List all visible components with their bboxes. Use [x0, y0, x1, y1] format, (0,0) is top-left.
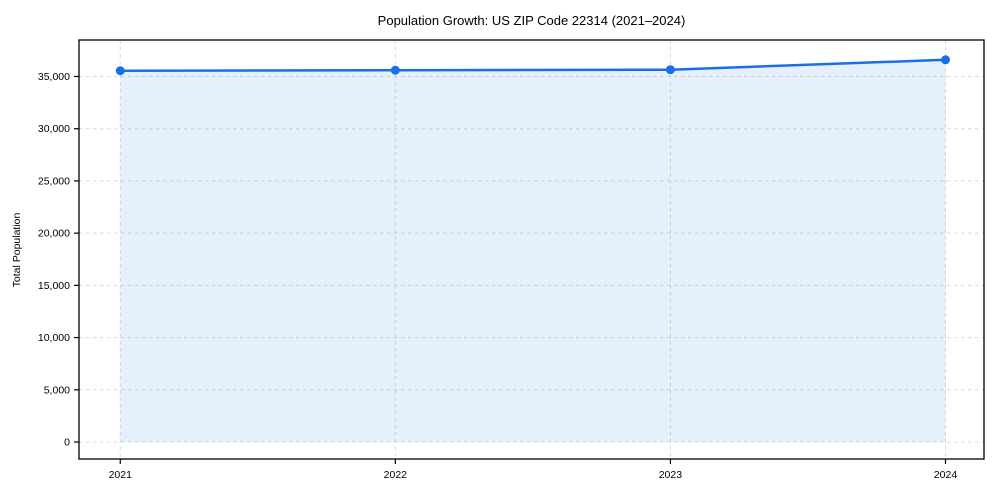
data-point	[940, 55, 950, 65]
x-tick-label: 2021	[109, 469, 133, 481]
data-line	[119, 58, 947, 73]
y-tick-label: 15,000	[38, 280, 70, 292]
y-tick-label: 35,000	[38, 71, 70, 83]
plot-border	[78, 39, 985, 460]
y-tick-label: 25,000	[38, 175, 70, 187]
area-fill	[120, 59, 946, 442]
y-tick-label: 20,000	[38, 228, 70, 240]
x-tick-label: 2023	[659, 469, 683, 481]
y-tick-label: 0	[64, 436, 70, 448]
y-axis-label: Total Population	[11, 212, 23, 288]
x-tick-label: 2024	[934, 469, 958, 481]
x-tick-label: 2022	[384, 469, 408, 481]
data-point	[665, 65, 675, 75]
y-tick-label: 5,000	[44, 384, 70, 396]
data-point	[390, 65, 400, 75]
data-point	[115, 66, 125, 76]
chart-title: Population Growth: US ZIP Code 22314 (20…	[377, 13, 686, 28]
y-tick-label: 10,000	[38, 332, 70, 344]
y-tick-label: 30,000	[38, 123, 70, 135]
